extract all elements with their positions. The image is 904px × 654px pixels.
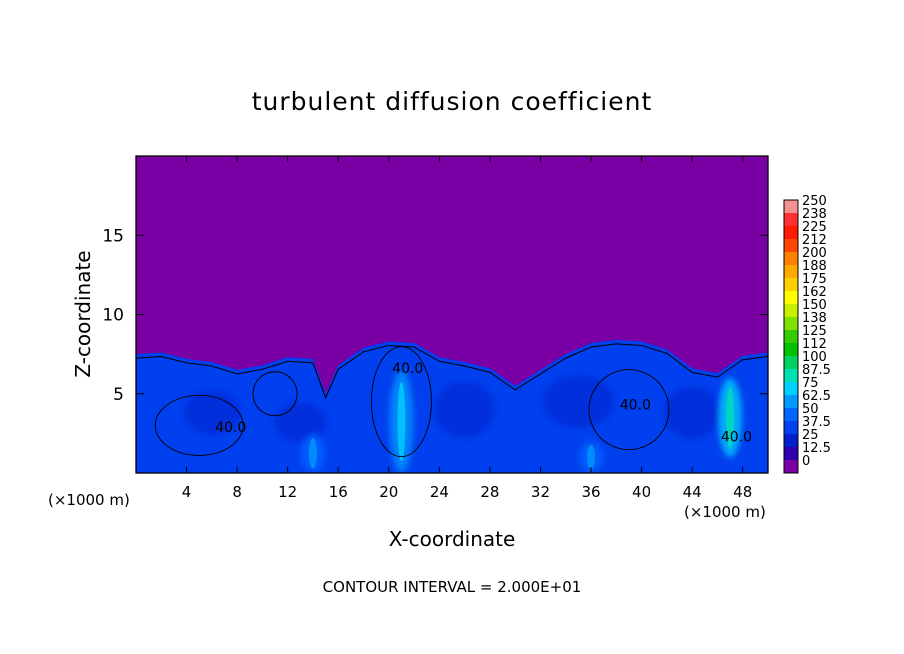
x-tick-label: 36 (581, 483, 600, 501)
colorbar-label: 12.5 (802, 441, 831, 456)
colorbar-label: 100 (802, 350, 827, 365)
colorbar-label: 125 (802, 324, 827, 339)
colorbar-swatch (784, 421, 798, 435)
contour-interval-note: CONTOUR INTERVAL = 2.000E+01 (323, 578, 582, 596)
plume-core (726, 387, 735, 449)
contour-loop (370, 346, 432, 458)
x-axis-label: X-coordinate (389, 527, 516, 551)
contour-loop (154, 395, 244, 456)
colorbar-label: 225 (802, 220, 827, 235)
chart-title: turbulent diffusion coefficient (252, 87, 653, 116)
field-layer (136, 339, 768, 473)
colorbar-label: 50 (802, 402, 819, 417)
colorbar-swatch (784, 343, 798, 357)
plot-area: 40.0 40.0 40.0 40.0 (135, 155, 769, 474)
contour-label: 40.0 (215, 420, 246, 436)
x-axis: 4 8 12 16 20 24 28 32 36 40 44 48 (182, 156, 752, 501)
eddy-core (434, 381, 495, 438)
plume-core (587, 444, 596, 470)
colorbar-label: 138 (802, 311, 827, 326)
colorbar-swatch (784, 226, 798, 240)
x-tick-label: 40 (632, 483, 651, 501)
y-tick-label: 5 (113, 385, 124, 405)
colorbar-label: 200 (802, 246, 827, 261)
colorbar-label: 112 (802, 337, 827, 352)
contour-line (136, 343, 768, 400)
x-unit-right: (×1000 m) (684, 503, 766, 521)
colorbar-label: 150 (802, 298, 827, 313)
contour-layer: 40.0 40.0 40.0 40.0 (136, 343, 768, 458)
colorbar-swatch (784, 434, 798, 448)
y-tick-label: 10 (102, 306, 124, 326)
contour-label: 40.0 (620, 398, 651, 414)
contour-loop (252, 371, 298, 417)
colorbar-label: 37.5 (802, 415, 831, 430)
x-tick-label: 16 (329, 483, 348, 501)
colorbar-swatch (784, 382, 798, 396)
x-tick-label: 8 (232, 483, 242, 501)
colorbar-swatch (784, 304, 798, 318)
contour-label: 40.0 (392, 361, 423, 377)
x-tick-label: 12 (278, 483, 297, 501)
colorbar-swatch (784, 408, 798, 422)
colorbar: 2502382252122001881751621501381251121008… (783, 194, 831, 474)
plume-core (397, 381, 406, 462)
colorbar-swatch (784, 395, 798, 409)
colorbar-label: 87.5 (802, 363, 831, 378)
contour-loop (588, 369, 670, 451)
y-tick-label: 15 (102, 226, 124, 246)
colorbar-swatch (784, 291, 798, 305)
colorbar-swatch (784, 460, 798, 474)
colorbar-label: 238 (802, 207, 827, 222)
y-axis: 5 10 15 (102, 226, 768, 405)
x-tick-label: 4 (182, 483, 192, 501)
colorbar-swatch (784, 369, 798, 383)
x-tick-label: 48 (733, 483, 752, 501)
colorbar-label: 0 (802, 454, 810, 469)
colorbar-swatch (784, 265, 798, 279)
x-unit-left: (×1000 m) (48, 491, 130, 509)
colorbar-label: 250 (802, 194, 827, 209)
colorbar-swatch (784, 213, 798, 227)
contour-label: 40.0 (721, 429, 752, 445)
colorbar-swatch (784, 317, 798, 331)
x-tick-label: 32 (531, 483, 550, 501)
colorbar-swatch (784, 278, 798, 292)
x-tick-label: 28 (480, 483, 499, 501)
colorbar-label: 212 (802, 233, 827, 248)
x-tick-label: 24 (430, 483, 449, 501)
colorbar-swatch (784, 200, 798, 214)
colorbar-swatch (784, 239, 798, 253)
colorbar-swatch (784, 330, 798, 344)
eddy-core (664, 386, 721, 439)
colorbar-swatch (784, 252, 798, 266)
y-axis-label: Z-coordinate (71, 250, 95, 377)
eddy-core (542, 375, 615, 428)
x-tick-label: 20 (379, 483, 398, 501)
colorbar-label: 188 (802, 259, 827, 274)
plume-core (308, 437, 317, 469)
colorbar-swatch (784, 447, 798, 461)
colorbar-label: 62.5 (802, 389, 831, 404)
colorbar-label: 75 (802, 376, 819, 391)
x-tick-label: 44 (683, 483, 702, 501)
colorbar-swatch (784, 356, 798, 370)
colorbar-frame (783, 199, 799, 474)
colorbar-label: 162 (802, 285, 827, 300)
colorbar-label: 25 (802, 428, 819, 443)
colorbar-label: 175 (802, 272, 827, 287)
